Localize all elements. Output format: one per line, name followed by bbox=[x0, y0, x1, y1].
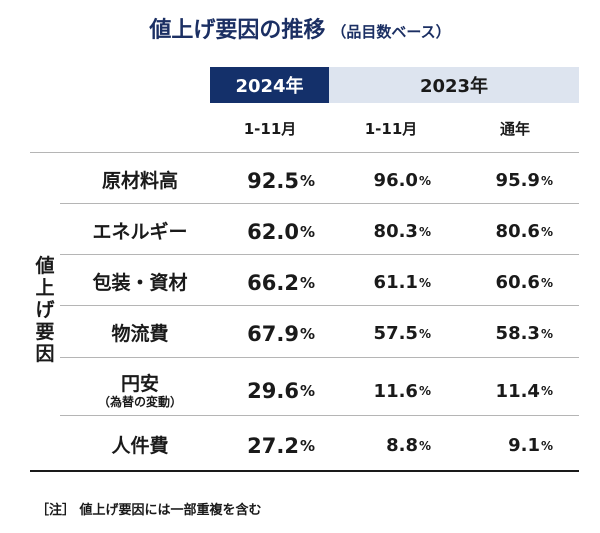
value-number: 80.3 bbox=[373, 221, 418, 242]
factor-name: 包装・資材 bbox=[92, 271, 188, 294]
side-label-char: 上 bbox=[35, 277, 55, 299]
row-divider bbox=[60, 254, 579, 255]
percent-sign: % bbox=[418, 438, 431, 453]
factor-label: 包装・資材 bbox=[70, 257, 210, 308]
value-number: 60.6 bbox=[495, 272, 540, 293]
percent-sign: % bbox=[540, 224, 553, 239]
factor-name: 円安 bbox=[120, 373, 159, 395]
percent-sign: % bbox=[418, 275, 431, 290]
percent-sign: % bbox=[299, 171, 315, 190]
value-number: 8.8 bbox=[386, 435, 418, 456]
percent-sign: % bbox=[299, 222, 315, 241]
value-number: 29.6 bbox=[247, 379, 299, 403]
value-number: 11.6 bbox=[373, 380, 418, 402]
value-number: 67.9 bbox=[247, 321, 299, 346]
value-2024: 92.5% bbox=[225, 155, 315, 206]
value-2023-nov: 11.6% bbox=[356, 364, 431, 418]
value-number: 95.9 bbox=[495, 170, 540, 191]
table-title: 値上げ要因の推移 （品目数ベース） bbox=[0, 12, 600, 44]
value-number: 11.4 bbox=[495, 380, 540, 402]
factor-label: 円安 （為替の変動） bbox=[70, 364, 210, 418]
value-2024: 67.9% bbox=[225, 308, 315, 359]
factor-name: 人件費 bbox=[111, 434, 169, 457]
factor-name: 物流費 bbox=[111, 322, 169, 345]
row-divider bbox=[60, 357, 579, 358]
percent-sign: % bbox=[299, 436, 315, 455]
value-number: 27.2 bbox=[247, 433, 299, 458]
value-2023-year: 9.1% bbox=[480, 420, 553, 471]
percent-sign: % bbox=[540, 173, 553, 188]
percent-sign: % bbox=[299, 273, 315, 292]
value-number: 61.1 bbox=[373, 272, 418, 293]
value-2024: 27.2% bbox=[225, 420, 315, 471]
header-year-2023: 2023年 bbox=[329, 67, 579, 103]
value-number: 57.5 bbox=[373, 323, 418, 344]
table-row: 人件費 27.2% 8.8% 9.1% bbox=[60, 420, 579, 471]
side-label-char: 値 bbox=[35, 255, 55, 277]
value-2023-year: 58.3% bbox=[480, 308, 553, 359]
value-2023-year: 95.9% bbox=[480, 155, 553, 206]
percent-sign: % bbox=[540, 384, 553, 398]
percent-sign: % bbox=[299, 324, 315, 343]
value-2023-nov: 80.3% bbox=[356, 206, 431, 257]
value-number: 9.1 bbox=[508, 435, 540, 456]
table-row: 物流費 67.9% 57.5% 58.3% bbox=[60, 308, 579, 359]
side-label-char: 要 bbox=[35, 321, 55, 343]
percent-sign: % bbox=[418, 173, 431, 188]
percent-sign: % bbox=[418, 224, 431, 239]
factor-label: 人件費 bbox=[70, 420, 210, 471]
factor-name: 原材料高 bbox=[101, 169, 178, 192]
factor-note: （為替の変動） bbox=[97, 395, 182, 409]
header-period-2024: 1-11月 bbox=[243, 120, 297, 138]
table-row: 円安 （為替の変動） 29.6% 11.6% 11.4% bbox=[60, 364, 579, 418]
value-number: 58.3 bbox=[495, 323, 540, 344]
row-divider bbox=[60, 415, 579, 416]
divider-top bbox=[30, 152, 579, 153]
value-number: 66.2 bbox=[247, 270, 299, 295]
row-divider bbox=[60, 305, 579, 306]
value-2023-nov: 57.5% bbox=[356, 308, 431, 359]
value-2023-nov: 61.1% bbox=[356, 257, 431, 308]
value-2023-year: 11.4% bbox=[480, 364, 553, 418]
table-row: エネルギー 62.0% 80.3% 80.6% bbox=[60, 206, 579, 257]
value-number: 62.0 bbox=[247, 219, 299, 244]
factor-label: エネルギー bbox=[70, 206, 210, 257]
percent-sign: % bbox=[540, 438, 553, 453]
footnote: ［注］ 値上げ要因には一部重複を含む bbox=[36, 503, 262, 518]
table-row: 原材料高 92.5% 96.0% 95.9% bbox=[60, 155, 579, 206]
side-label-factors: 値 上 げ 要 因 bbox=[30, 255, 60, 365]
value-2023-nov: 96.0% bbox=[356, 155, 431, 206]
value-2023-year: 60.6% bbox=[480, 257, 553, 308]
value-2023-nov: 8.8% bbox=[356, 420, 431, 471]
side-label-char: 因 bbox=[35, 343, 55, 365]
header-period-2023-year: 通年 bbox=[499, 120, 530, 138]
percent-sign: % bbox=[299, 382, 315, 400]
table-row: 包装・資材 66.2% 61.1% 60.6% bbox=[60, 257, 579, 308]
row-divider bbox=[60, 203, 579, 204]
value-2024: 29.6% bbox=[225, 364, 315, 418]
percent-sign: % bbox=[540, 326, 553, 341]
title-main: 値上げ要因の推移 bbox=[149, 18, 326, 43]
factor-label: 原材料高 bbox=[70, 155, 210, 206]
side-label-char: げ bbox=[35, 299, 55, 321]
title-sub: （品目数ベース） bbox=[331, 23, 451, 41]
value-number: 92.5 bbox=[247, 168, 299, 193]
factor-name: エネルギー bbox=[92, 220, 188, 243]
percent-sign: % bbox=[418, 384, 431, 398]
factor-label: 物流費 bbox=[70, 308, 210, 359]
divider-bottom bbox=[30, 470, 579, 472]
header-period-2023-nov: 1-11月 bbox=[364, 120, 418, 138]
value-number: 80.6 bbox=[495, 221, 540, 242]
value-2024: 66.2% bbox=[225, 257, 315, 308]
value-2024: 62.0% bbox=[225, 206, 315, 257]
header-year-2024: 2024年 bbox=[210, 67, 329, 103]
percent-sign: % bbox=[540, 275, 553, 290]
value-2023-year: 80.6% bbox=[480, 206, 553, 257]
percent-sign: % bbox=[418, 326, 431, 341]
value-number: 96.0 bbox=[373, 170, 418, 191]
